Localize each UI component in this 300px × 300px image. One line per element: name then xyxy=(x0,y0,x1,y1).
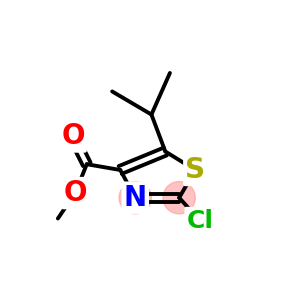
Circle shape xyxy=(163,182,195,214)
Circle shape xyxy=(119,182,152,214)
Text: O: O xyxy=(64,179,87,207)
Text: O: O xyxy=(61,122,85,151)
Text: S: S xyxy=(185,156,205,184)
Text: Cl: Cl xyxy=(187,209,214,233)
Text: N: N xyxy=(124,184,147,212)
